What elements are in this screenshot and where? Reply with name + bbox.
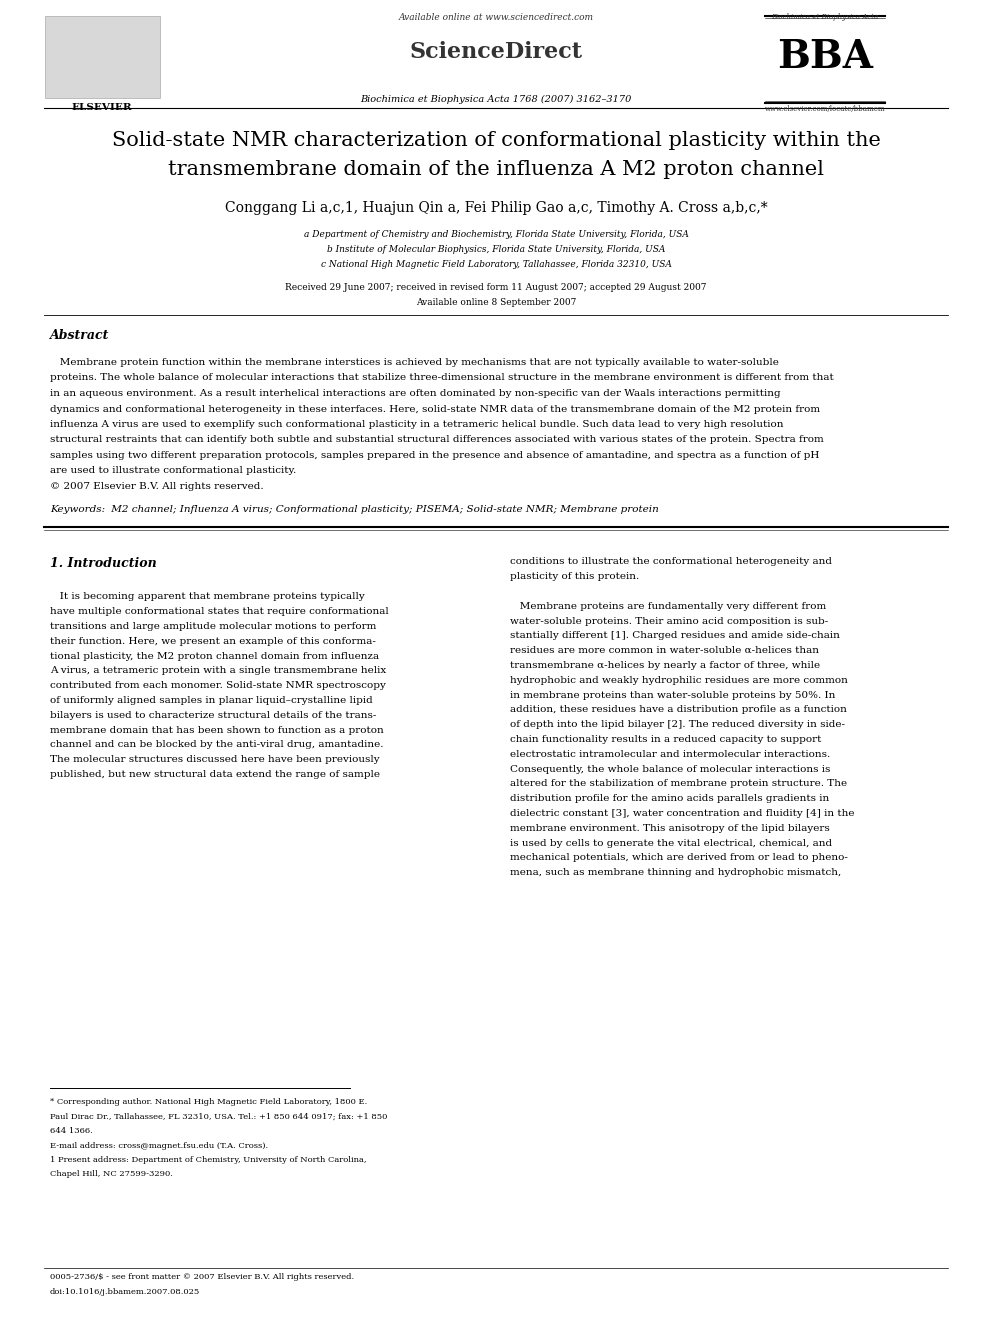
Text: their function. Here, we present an example of this conforma-: their function. Here, we present an exam… [50,636,376,646]
Text: Available online 8 September 2007: Available online 8 September 2007 [416,298,576,307]
Text: Paul Dirac Dr., Tallahassee, FL 32310, USA. Tel.: +1 850 644 0917; fax: +1 850: Paul Dirac Dr., Tallahassee, FL 32310, U… [50,1113,387,1121]
Text: transmembrane α-helices by nearly a factor of three, while: transmembrane α-helices by nearly a fact… [510,662,820,671]
Text: stantially different [1]. Charged residues and amide side-chain: stantially different [1]. Charged residu… [510,631,840,640]
Text: b Institute of Molecular Biophysics, Florida State University, Florida, USA: b Institute of Molecular Biophysics, Flo… [326,245,666,254]
Text: Biochimica et Biophysica Acta: Biochimica et Biophysica Acta [772,13,879,21]
Text: altered for the stabilization of membrane protein structure. The: altered for the stabilization of membran… [510,779,847,789]
Text: water-soluble proteins. Their amino acid composition is sub-: water-soluble proteins. Their amino acid… [510,617,828,626]
Text: Available online at www.sciencedirect.com: Available online at www.sciencedirect.co… [399,13,593,22]
Text: conditions to illustrate the conformational heterogeneity and: conditions to illustrate the conformatio… [510,557,832,566]
Text: distribution profile for the amino acids parallels gradients in: distribution profile for the amino acids… [510,794,829,803]
Text: of uniformly aligned samples in planar liquid–crystalline lipid: of uniformly aligned samples in planar l… [50,696,373,705]
Text: bilayers is used to characterize structural details of the trans-: bilayers is used to characterize structu… [50,710,376,720]
Text: The molecular structures discussed here have been previously: The molecular structures discussed here … [50,755,380,765]
Text: electrostatic intramolecular and intermolecular interactions.: electrostatic intramolecular and intermo… [510,750,830,759]
Text: membrane domain that has been shown to function as a proton: membrane domain that has been shown to f… [50,726,384,734]
Text: proteins. The whole balance of molecular interactions that stabilize three-dimen: proteins. The whole balance of molecular… [50,373,833,382]
Text: c National High Magnetic Field Laboratory, Tallahassee, Florida 32310, USA: c National High Magnetic Field Laborator… [320,261,672,269]
Text: ScienceDirect: ScienceDirect [410,41,582,64]
Text: BBA: BBA [777,38,873,75]
Text: Biochimica et Biophysica Acta 1768 (2007) 3162–3170: Biochimica et Biophysica Acta 1768 (2007… [360,95,632,105]
Text: channel and can be blocked by the anti-viral drug, amantadine.: channel and can be blocked by the anti-v… [50,741,384,750]
Text: chain functionality results in a reduced capacity to support: chain functionality results in a reduced… [510,736,821,744]
Text: It is becoming apparent that membrane proteins typically: It is becoming apparent that membrane pr… [50,593,365,602]
Text: transmembrane domain of the influenza A M2 proton channel: transmembrane domain of the influenza A … [168,160,824,179]
Text: 1 Present address: Department of Chemistry, University of North Carolina,: 1 Present address: Department of Chemist… [50,1156,366,1164]
Text: * Corresponding author. National High Magnetic Field Laboratory, 1800 E.: * Corresponding author. National High Ma… [50,1098,367,1106]
Text: M2 channel; Influenza A virus; Conformational plasticity; PISEMA; Solid-state NM: M2 channel; Influenza A virus; Conformat… [108,505,659,515]
Text: 0005-2736/$ - see front matter © 2007 Elsevier B.V. All rights reserved.: 0005-2736/$ - see front matter © 2007 El… [50,1273,354,1281]
Text: mechanical potentials, which are derived from or lead to pheno-: mechanical potentials, which are derived… [510,853,848,863]
Text: of depth into the lipid bilayer [2]. The reduced diversity in side-: of depth into the lipid bilayer [2]. The… [510,720,845,729]
Text: Consequently, the whole balance of molecular interactions is: Consequently, the whole balance of molec… [510,765,830,774]
Text: Abstract: Abstract [50,329,109,343]
Text: samples using two different preparation protocols, samples prepared in the prese: samples using two different preparation … [50,451,819,460]
Text: dielectric constant [3], water concentration and fluidity [4] in the: dielectric constant [3], water concentra… [510,810,854,818]
Text: membrane environment. This anisotropy of the lipid bilayers: membrane environment. This anisotropy of… [510,824,829,833]
Text: tional plasticity, the M2 proton channel domain from influenza: tional plasticity, the M2 proton channel… [50,652,379,660]
Text: residues are more common in water-soluble α-helices than: residues are more common in water-solubl… [510,647,819,655]
Text: in membrane proteins than water-soluble proteins by 50%. In: in membrane proteins than water-soluble … [510,691,835,700]
Text: transitions and large amplitude molecular motions to perform: transitions and large amplitude molecula… [50,622,376,631]
Text: in an aqueous environment. As a result interhelical interactions are often domin: in an aqueous environment. As a result i… [50,389,781,398]
Text: Solid-state NMR characterization of conformational plasticity within the: Solid-state NMR characterization of conf… [111,131,881,149]
Text: Membrane proteins are fundamentally very different from: Membrane proteins are fundamentally very… [510,602,826,611]
Text: hydrophobic and weakly hydrophilic residues are more common: hydrophobic and weakly hydrophilic resid… [510,676,848,685]
Text: A virus, a tetrameric protein with a single transmembrane helix: A virus, a tetrameric protein with a sin… [50,667,386,676]
Text: Received 29 June 2007; received in revised form 11 August 2007; accepted 29 Augu: Received 29 June 2007; received in revis… [286,283,706,292]
Text: Membrane protein function within the membrane interstices is achieved by mechani: Membrane protein function within the mem… [50,359,779,366]
Text: is used by cells to generate the vital electrical, chemical, and: is used by cells to generate the vital e… [510,839,832,848]
Text: plasticity of this protein.: plasticity of this protein. [510,573,639,581]
Text: contributed from each monomer. Solid-state NMR spectroscopy: contributed from each monomer. Solid-sta… [50,681,386,691]
Text: www.elsevier.com/locate/bbamem: www.elsevier.com/locate/bbamem [765,105,885,112]
Text: influenza A virus are used to exemplify such conformational plasticity in a tetr: influenza A virus are used to exemplify … [50,419,784,429]
Text: Chapel Hill, NC 27599-3290.: Chapel Hill, NC 27599-3290. [50,1171,173,1179]
Text: are used to illustrate conformational plasticity.: are used to illustrate conformational pl… [50,467,297,475]
Text: 644 1366.: 644 1366. [50,1127,92,1135]
Text: ELSEVIER: ELSEVIER [71,103,132,112]
Text: Conggang Li a,c,1, Huajun Qin a, Fei Philip Gao a,c, Timothy A. Cross a,b,c,*: Conggang Li a,c,1, Huajun Qin a, Fei Phi… [224,201,768,216]
Text: 1. Introduction: 1. Introduction [50,557,157,570]
Text: mena, such as membrane thinning and hydrophobic mismatch,: mena, such as membrane thinning and hydr… [510,868,841,877]
Text: published, but new structural data extend the range of sample: published, but new structural data exten… [50,770,380,779]
Text: E-mail address: cross@magnet.fsu.edu (T.A. Cross).: E-mail address: cross@magnet.fsu.edu (T.… [50,1142,268,1150]
Text: Keywords:: Keywords: [50,505,105,515]
FancyBboxPatch shape [45,16,160,98]
Text: © 2007 Elsevier B.V. All rights reserved.: © 2007 Elsevier B.V. All rights reserved… [50,482,264,491]
Text: addition, these residues have a distribution profile as a function: addition, these residues have a distribu… [510,705,847,714]
Text: structural restraints that can identify both subtle and substantial structural d: structural restraints that can identify … [50,435,823,445]
Text: a Department of Chemistry and Biochemistry, Florida State University, Florida, U: a Department of Chemistry and Biochemist… [304,230,688,239]
Text: have multiple conformational states that require conformational: have multiple conformational states that… [50,607,389,617]
Text: doi:10.1016/j.bbamem.2007.08.025: doi:10.1016/j.bbamem.2007.08.025 [50,1289,200,1297]
Text: dynamics and conformational heterogeneity in these interfaces. Here, solid-state: dynamics and conformational heterogeneit… [50,405,820,414]
